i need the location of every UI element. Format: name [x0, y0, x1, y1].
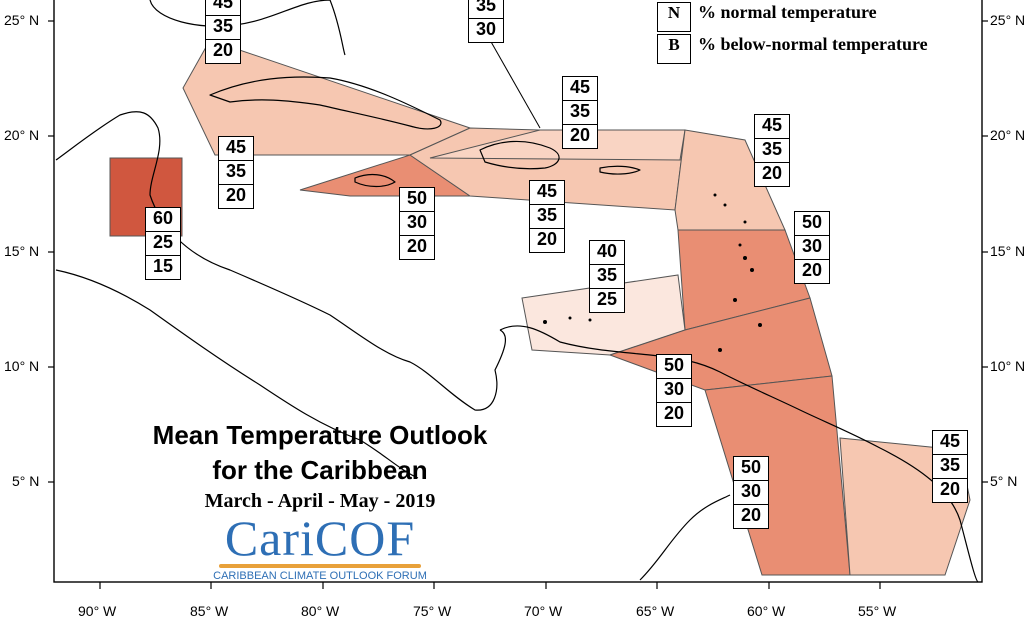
logo-wordmark: CariCOF — [224, 510, 416, 566]
zone-guyana — [704, 375, 851, 576]
prob-box-trinidad-tobago: 50 30 20 — [656, 354, 692, 427]
prob-below: 25 — [590, 288, 624, 312]
prob-above: 45 — [225, 137, 247, 157]
prob-box-hispaniola: 45 35 20 — [529, 180, 565, 253]
prob-above: 45 — [939, 431, 961, 451]
prob-box-belize: 60 25 15 — [145, 207, 181, 280]
prob-below: 20 — [734, 504, 768, 528]
lon-tick-label: 65° W — [636, 603, 675, 619]
prob-normal: 30 — [795, 235, 829, 259]
legend-key: B — [657, 34, 691, 64]
lon-tick-label: 70° W — [524, 603, 563, 619]
lat-tick-label: 15° N — [4, 243, 40, 259]
lon-tick-label: 75° W — [413, 603, 452, 619]
prob-box-leeward-islands: 45 35 20 — [754, 114, 790, 187]
prob-normal: 35 — [755, 138, 789, 162]
coastline-puerto-rico — [599, 165, 641, 175]
prob-above: 45 — [569, 77, 591, 97]
prob-box-cuba-gulf: 45 35 20 — [218, 136, 254, 209]
coastline-south-america — [499, 325, 979, 583]
lat-tick-label: 5° N — [12, 473, 40, 489]
lon-tick-label: 60° W — [747, 603, 786, 619]
prob-box-bahamas-east: 35 30 — [468, 0, 504, 43]
map-title-line2: for the Caribbean — [212, 455, 428, 485]
prob-box-abc-islands: 40 35 25 — [589, 240, 625, 313]
prob-below: 20 — [755, 162, 789, 186]
lat-tick-label: 20° N — [990, 127, 1026, 143]
prob-normal: 25 — [146, 231, 180, 255]
prob-box-turks-caicos: 45 35 20 — [562, 76, 598, 149]
map-season: March - April - May - 2019 — [204, 490, 436, 512]
coastline-jamaica — [354, 173, 396, 188]
prob-above: 45 — [212, 0, 234, 12]
prob-above: 40 — [596, 241, 618, 261]
coastline-south-america-inland — [639, 494, 731, 581]
lat-tick-label: 10° N — [990, 358, 1026, 374]
lat-tick-label: 5° N — [990, 473, 1018, 489]
prob-below: 20 — [400, 235, 434, 259]
prob-normal: 30 — [657, 378, 691, 402]
prob-below: 20 — [795, 259, 829, 283]
lat-tick-label: 25° N — [4, 12, 40, 28]
caricof-logo: CariCOF CARIBBEAN CLIMATE OUTLOOK FORUM — [205, 512, 435, 582]
prob-above: 50 — [801, 212, 823, 232]
prob-above: 45 — [761, 115, 783, 135]
prob-below: 20 — [657, 402, 691, 426]
legend-label: % normal temperature — [698, 2, 877, 22]
prob-box-jamaica: 50 30 20 — [399, 187, 435, 260]
coastline-mexico-central-america — [55, 111, 507, 411]
prob-box-windward-islands: 50 30 20 — [794, 211, 830, 284]
prob-below: 20 — [933, 478, 967, 502]
prob-normal: 35 — [475, 0, 497, 15]
prob-normal: 35 — [219, 160, 253, 184]
coastline-hispaniola — [479, 140, 560, 170]
lat-tick-label: 20° N — [4, 127, 40, 143]
coastline-florida — [149, 0, 346, 56]
prob-normal: 30 — [734, 480, 768, 504]
lat-tick-label: 10° N — [4, 358, 40, 374]
lon-tick-label: 80° W — [301, 603, 340, 619]
prob-normal: 35 — [530, 204, 564, 228]
prob-above: 45 — [536, 181, 558, 201]
prob-below: 20 — [219, 184, 253, 208]
prob-box-suriname-guiana: 45 35 20 — [932, 430, 968, 503]
prob-above: 50 — [740, 457, 762, 477]
lon-tick-label: 55° W — [858, 603, 897, 619]
zone-turks — [429, 129, 686, 161]
prob-below: 20 — [206, 39, 240, 63]
prob-above: 50 — [663, 355, 685, 375]
legend-label: % below-normal temperature — [698, 34, 928, 54]
coastline-central-america-south — [55, 269, 419, 479]
prob-below: 30 — [469, 18, 503, 42]
prob-box-guyana: 50 30 20 — [733, 456, 769, 529]
prob-normal: 30 — [400, 211, 434, 235]
prob-below: 15 — [146, 255, 180, 279]
prob-box-bahamas-west: 45 35 20 — [205, 0, 241, 64]
lat-tick-label: 25° N — [990, 12, 1026, 28]
legend-key: N — [657, 2, 691, 32]
prob-normal: 35 — [206, 15, 240, 39]
lat-tick-label: 15° N — [990, 243, 1026, 259]
prob-below: 20 — [563, 124, 597, 148]
connector-bahamas — [489, 39, 541, 129]
prob-normal: 35 — [563, 100, 597, 124]
logo-underline — [219, 564, 421, 568]
prob-above: 50 — [406, 188, 428, 208]
map-title-line1: Mean Temperature Outlook — [152, 420, 488, 450]
lon-tick-label: 90° W — [78, 603, 117, 619]
prob-normal: 35 — [590, 264, 624, 288]
coastline-cuba — [209, 76, 442, 130]
prob-above: 60 — [152, 208, 174, 228]
lon-tick-label: 85° W — [190, 603, 229, 619]
prob-below: 20 — [530, 228, 564, 252]
map-frame — [53, 0, 983, 583]
prob-normal: 35 — [933, 454, 967, 478]
logo-subtitle: CARIBBEAN CLIMATE OUTLOOK FORUM — [213, 570, 427, 582]
